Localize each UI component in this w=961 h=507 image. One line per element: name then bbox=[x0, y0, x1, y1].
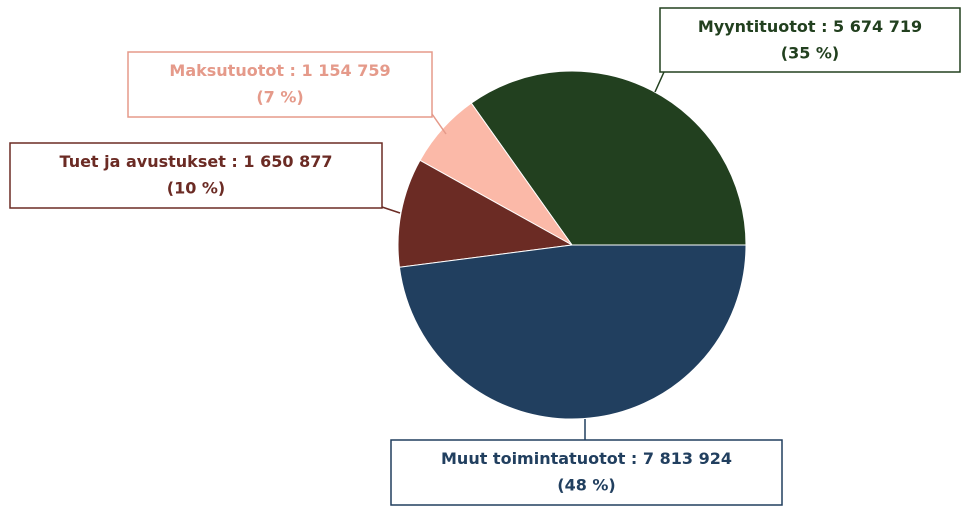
value-label: 5 674 719 bbox=[833, 17, 922, 36]
slice-label: Tuet ja avustukset : 1 650 877 bbox=[60, 152, 333, 171]
value-label: 1 650 877 bbox=[243, 152, 332, 171]
label-box bbox=[659, 7, 961, 73]
percent-label: (10 %) bbox=[167, 179, 226, 198]
separator: : bbox=[816, 17, 834, 36]
category-name: Maksutuotot bbox=[169, 61, 284, 80]
slice-label: Maksutuotot : 1 154 759 bbox=[169, 61, 390, 80]
separator: : bbox=[226, 152, 244, 171]
separator: : bbox=[625, 449, 643, 468]
label-box bbox=[127, 51, 433, 118]
percent-label: (7 %) bbox=[256, 88, 303, 107]
pie-slice bbox=[397, 159, 574, 268]
pie-slice bbox=[470, 70, 747, 246]
percent-label: (48 %) bbox=[557, 476, 616, 495]
slice-label: Muut toimintatuotot : 7 813 924 bbox=[441, 449, 732, 468]
label-box bbox=[390, 439, 783, 506]
slice-label: Myyntituotot : 5 674 719 bbox=[698, 17, 922, 36]
pie-slice bbox=[398, 244, 747, 420]
category-name: Tuet ja avustukset bbox=[60, 152, 227, 171]
separator: : bbox=[284, 61, 302, 80]
leader-line bbox=[381, 206, 401, 214]
value-label: 7 813 924 bbox=[643, 449, 732, 468]
percent-label: (35 %) bbox=[781, 44, 840, 63]
leader-line bbox=[431, 113, 447, 135]
category-name: Myyntituotot bbox=[698, 17, 816, 36]
category-name: Muut toimintatuotot bbox=[441, 449, 626, 468]
value-label: 1 154 759 bbox=[302, 61, 391, 80]
label-box bbox=[9, 142, 383, 209]
leader-line bbox=[654, 71, 665, 93]
